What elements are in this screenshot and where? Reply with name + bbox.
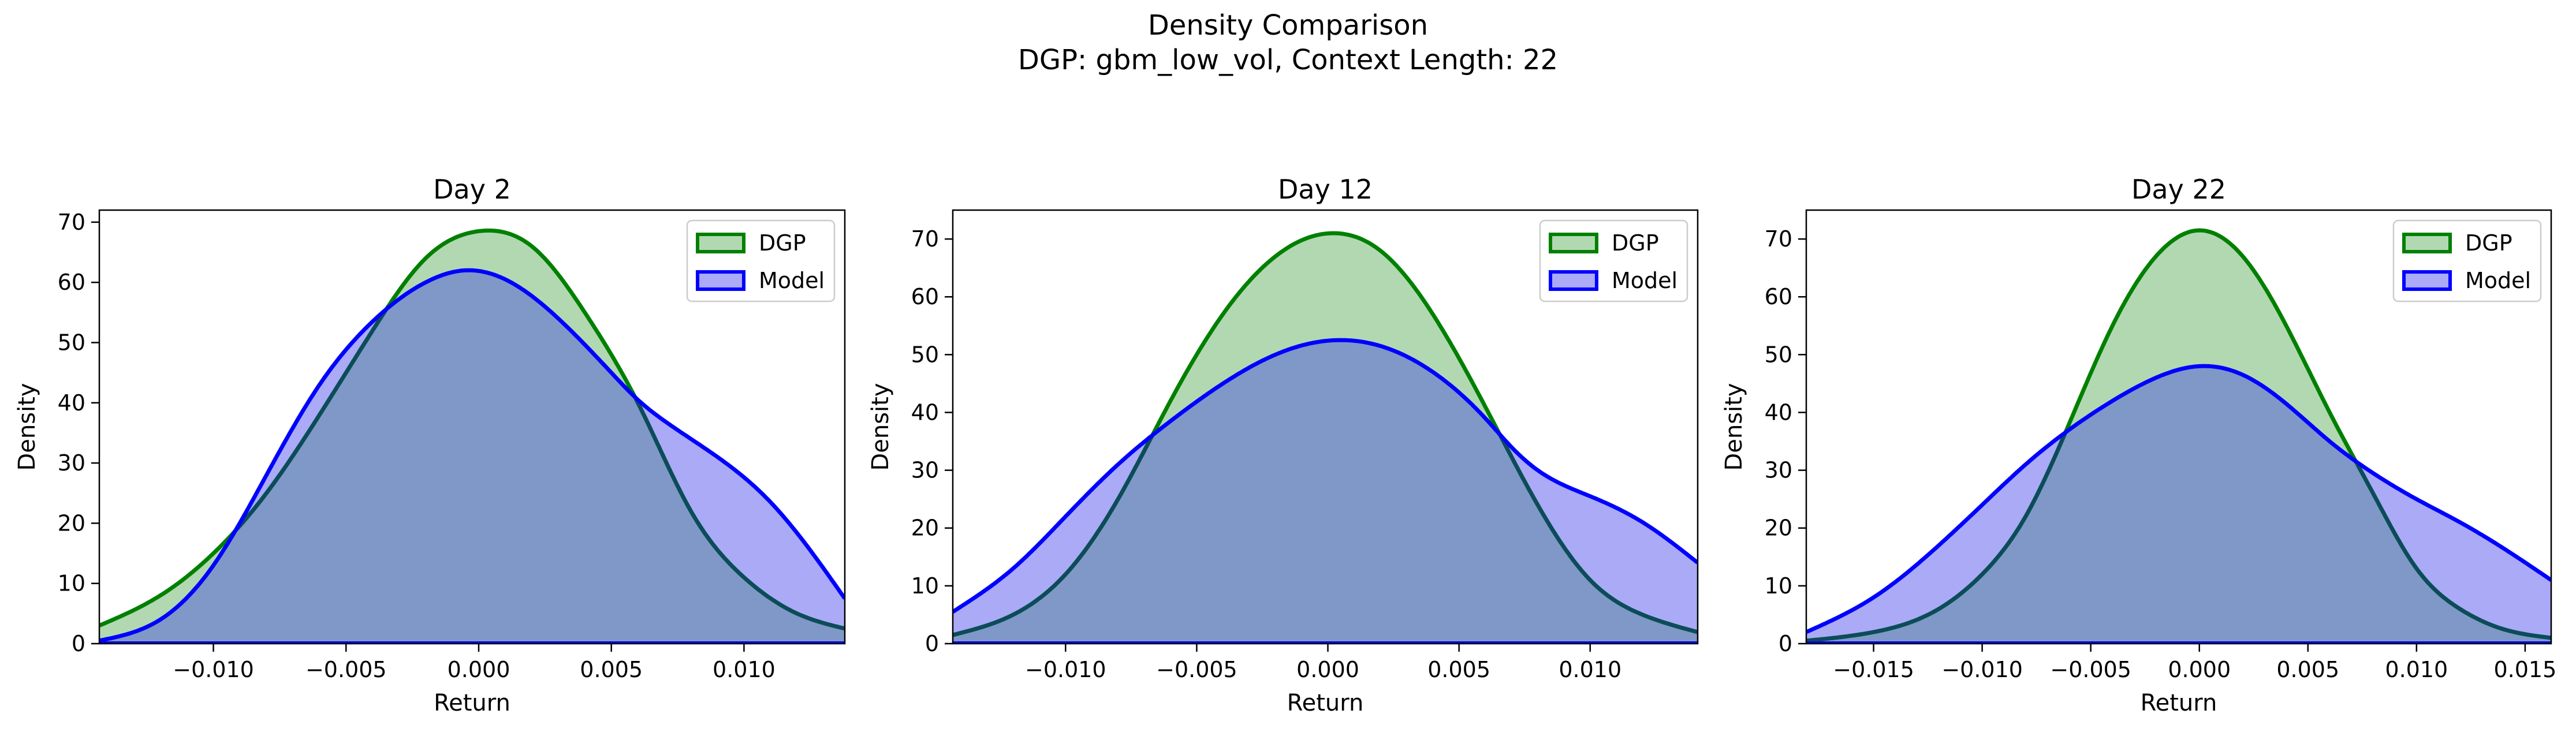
x-tick-label: −0.005 bbox=[305, 657, 387, 682]
suptitle-line-1: Density Comparison bbox=[1147, 9, 1429, 42]
x-tick-label: 0.010 bbox=[2385, 657, 2448, 682]
axes-frame bbox=[98, 209, 846, 645]
y-tick-label: 30 bbox=[58, 450, 85, 476]
y-tick-label: 50 bbox=[1765, 342, 1792, 367]
dgp-density-line-overlap bbox=[2355, 464, 2551, 640]
dgp-density-line-overlap bbox=[953, 435, 1154, 637]
y-tick-label: 10 bbox=[911, 573, 939, 599]
legend-label-dgp: DGP bbox=[759, 230, 806, 256]
subplot-day-22: −0.015 −0.010 −0.005 0.000 0.005 0.010 0.015 0 1… bbox=[1721, 174, 2556, 716]
legend-swatch-dgp bbox=[696, 233, 745, 253]
model-density-line bbox=[1806, 364, 2551, 634]
y-tick-label: 40 bbox=[58, 390, 85, 416]
legend-swatch-dgp bbox=[2402, 233, 2452, 253]
x-tick-label: −0.010 bbox=[1941, 657, 2023, 682]
subplot-day-2: −0.010 −0.005 0.000 0.005 0.010 0 10 20 30 40 50 60… bbox=[14, 174, 846, 716]
y-tick-label: 10 bbox=[1765, 573, 1792, 599]
legend-swatch-model bbox=[1549, 270, 1598, 291]
y-tick-label: 0 bbox=[925, 631, 939, 656]
legend-swatch-model bbox=[2402, 270, 2452, 291]
y-tick-label: 50 bbox=[58, 330, 85, 355]
x-axis-label: Return bbox=[434, 690, 510, 716]
legend-label-dgp: DGP bbox=[1612, 230, 1659, 256]
x-tick-label: 0.015 bbox=[2493, 657, 2556, 682]
y-tick-label: 70 bbox=[911, 226, 939, 252]
legend-label-model: Model bbox=[1612, 268, 1677, 293]
y-tick-label: 70 bbox=[58, 210, 85, 235]
y-tick-label: 30 bbox=[911, 458, 939, 483]
legend: DGP Model bbox=[1539, 219, 1688, 302]
x-tick-label: 0.000 bbox=[2168, 657, 2231, 682]
model-density-line bbox=[953, 338, 1698, 614]
x-tick-label: 0.000 bbox=[448, 657, 510, 682]
subplot-title: Day 22 bbox=[2131, 174, 2226, 205]
x-tick-label: 0.005 bbox=[2276, 657, 2339, 682]
overlap-density-area bbox=[99, 270, 845, 644]
dgp-density-line-overlap bbox=[233, 308, 388, 532]
x-tick-label: −0.010 bbox=[1025, 657, 1106, 682]
suptitle-line-2: DGP: gbm_low_vol, Context Length: 22 bbox=[1017, 44, 1559, 76]
y-axis-label: Density bbox=[1721, 383, 1747, 470]
x-tick-label: −0.005 bbox=[2050, 657, 2131, 682]
subplot-title: Day 2 bbox=[433, 174, 511, 205]
y-tick-label: 20 bbox=[911, 515, 939, 541]
y-tick-label: 60 bbox=[911, 284, 939, 309]
x-tick-label: 0.000 bbox=[1296, 657, 1359, 682]
model-density-line bbox=[99, 268, 845, 643]
x-axis-label: Return bbox=[2141, 690, 2217, 716]
dgp-density-line-overlap bbox=[634, 398, 845, 631]
legend: DGP Model bbox=[686, 219, 836, 302]
legend-label-dgp: DGP bbox=[2465, 230, 2512, 256]
legend-swatch-model bbox=[696, 270, 745, 291]
y-tick-label: 50 bbox=[911, 342, 939, 367]
axes-frame bbox=[952, 209, 1699, 645]
x-tick-label: −0.015 bbox=[1833, 657, 1914, 682]
y-tick-label: 30 bbox=[1765, 458, 1792, 483]
overlap-density-area bbox=[953, 340, 1698, 644]
dgp-density-line-overlap bbox=[1498, 434, 1698, 634]
x-tick-label: 0.010 bbox=[1559, 657, 1621, 682]
y-tick-label: 40 bbox=[911, 399, 939, 425]
legend-label-model: Model bbox=[759, 268, 825, 293]
x-tick-label: −0.005 bbox=[1156, 657, 1237, 682]
subplot-day-12: −0.010 −0.005 0.000 0.005 0.010 0 10 20 30 40 50 60… bbox=[867, 174, 1699, 716]
y-tick-label: 0 bbox=[1779, 631, 1792, 656]
legend-swatch-dgp bbox=[1549, 233, 1598, 253]
dgp-density-line-overlap bbox=[1806, 432, 2067, 643]
y-tick-label: 70 bbox=[1765, 226, 1792, 252]
overlap-density-area bbox=[1806, 366, 2551, 644]
legend: DGP Model bbox=[2392, 219, 2542, 302]
figure-suptitle: Density Comparison DGP: gbm_low_vol, Con… bbox=[0, 8, 2576, 77]
y-tick-label: 20 bbox=[58, 510, 85, 536]
y-axis-label: Density bbox=[14, 383, 40, 470]
y-tick-label: 40 bbox=[1765, 399, 1792, 425]
legend-label-model: Model bbox=[2465, 268, 2531, 293]
x-tick-label: 0.005 bbox=[1427, 657, 1490, 682]
x-tick-label: 0.010 bbox=[713, 657, 776, 682]
y-axis-label: Density bbox=[867, 383, 894, 470]
x-axis-label: Return bbox=[1287, 690, 1364, 716]
axes-frame bbox=[1805, 209, 2552, 645]
y-tick-label: 60 bbox=[58, 270, 85, 295]
y-tick-label: 20 bbox=[1765, 515, 1792, 541]
y-tick-label: 0 bbox=[72, 631, 85, 656]
x-tick-label: 0.005 bbox=[580, 657, 643, 682]
y-tick-label: 60 bbox=[1765, 284, 1792, 309]
subplot-title: Day 12 bbox=[1278, 174, 1373, 205]
y-tick-label: 10 bbox=[58, 571, 85, 596]
x-tick-label: −0.010 bbox=[173, 657, 254, 682]
